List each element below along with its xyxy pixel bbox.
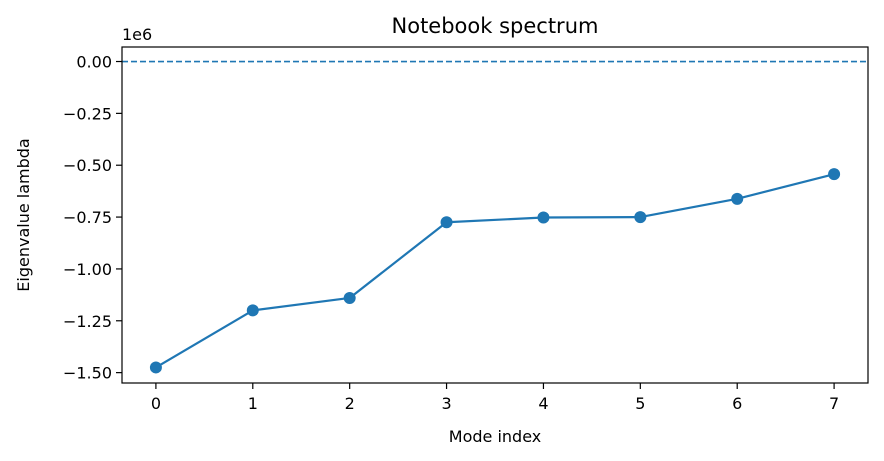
x-tick-label: 2: [345, 394, 355, 413]
series-line: [155, 173, 835, 369]
y-tick-label: −0.50: [63, 156, 112, 175]
y-tick-label: 0.00: [76, 53, 112, 72]
x-tick-label: 6: [732, 394, 742, 413]
y-axis-offset-label: 1e6: [122, 25, 152, 44]
data-point: [731, 192, 744, 205]
y-axis-label: Eigenvalue lambda: [14, 138, 33, 291]
data-point: [828, 168, 841, 181]
x-tick-label: 1: [248, 394, 258, 413]
plot-frame: [121, 46, 869, 384]
x-tick-label: 0: [151, 394, 161, 413]
chart-title: Notebook spectrum: [392, 14, 599, 38]
x-tick-label: 5: [635, 394, 645, 413]
y-tick-label: −1.00: [63, 260, 112, 279]
data-point: [246, 304, 259, 317]
data-point: [440, 216, 453, 229]
data-point: [343, 291, 356, 304]
x-tick-label: 3: [441, 394, 451, 413]
x-axis-label: Mode index: [449, 427, 541, 446]
data-point: [537, 211, 550, 224]
x-tick-label: 4: [538, 394, 548, 413]
y-tick-label: −0.75: [63, 208, 112, 227]
y-tick-label: −0.25: [63, 104, 112, 123]
data-point: [149, 361, 162, 374]
x-tick-label: 7: [829, 394, 839, 413]
plot-area: 0 1 2 3 4 5 6 7 0.00 −0.25 −0.50 −0.75 −1.00 −1.25 −1.…: [63, 46, 869, 413]
data-point: [634, 211, 647, 224]
y-tick-label: −1.25: [63, 312, 112, 331]
y-tick-label: −1.50: [63, 364, 112, 383]
